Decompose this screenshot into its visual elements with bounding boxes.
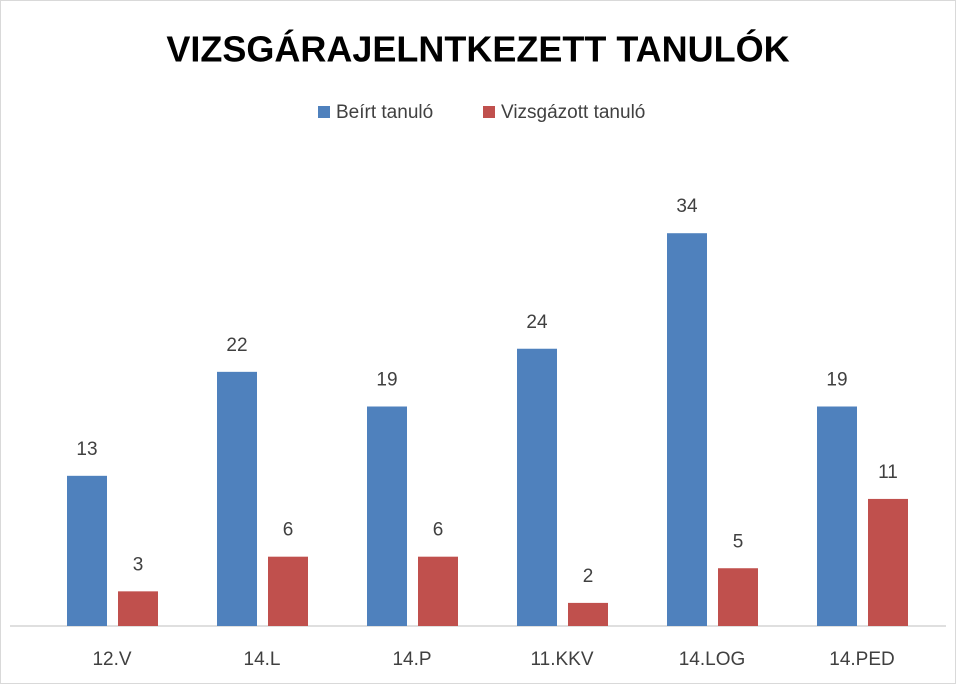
data-label: 11 [878,462,898,483]
data-label: 13 [76,439,97,460]
bar [718,568,758,626]
x-tick-label: 14.L [244,649,281,670]
data-label: 3 [133,554,144,575]
x-tick-label: 11.KKV [530,649,593,670]
data-label: 22 [226,335,247,356]
bar [817,406,857,626]
bar [367,406,407,626]
bar [667,233,707,627]
legend-swatch [318,106,330,118]
x-tick-label: 14.LOG [679,649,746,670]
bar [118,591,158,626]
bar [418,556,458,626]
x-tick-label: 14.P [392,649,431,670]
chart-title: VIZSGÁRAJELNTKEZETT TANULÓK [166,28,789,70]
data-label: 6 [433,520,444,541]
bar [568,602,608,626]
legend-label: Vizsgázott tanuló [501,102,645,123]
bar [67,475,107,626]
data-label: 5 [733,531,744,552]
data-label: 6 [283,520,294,541]
bar [217,371,257,626]
data-label: 34 [676,196,698,217]
data-label: 2 [583,566,594,587]
data-label: 24 [526,312,548,333]
data-label: 19 [826,370,847,391]
x-tick-label: 14.PED [829,649,894,670]
x-tick-label: 12.V [92,649,131,670]
bar [517,348,557,626]
data-label: 19 [376,370,397,391]
legend-swatch [483,106,495,118]
legend-label: Beírt tanuló [336,102,433,123]
bar [868,498,908,626]
bar [268,556,308,626]
